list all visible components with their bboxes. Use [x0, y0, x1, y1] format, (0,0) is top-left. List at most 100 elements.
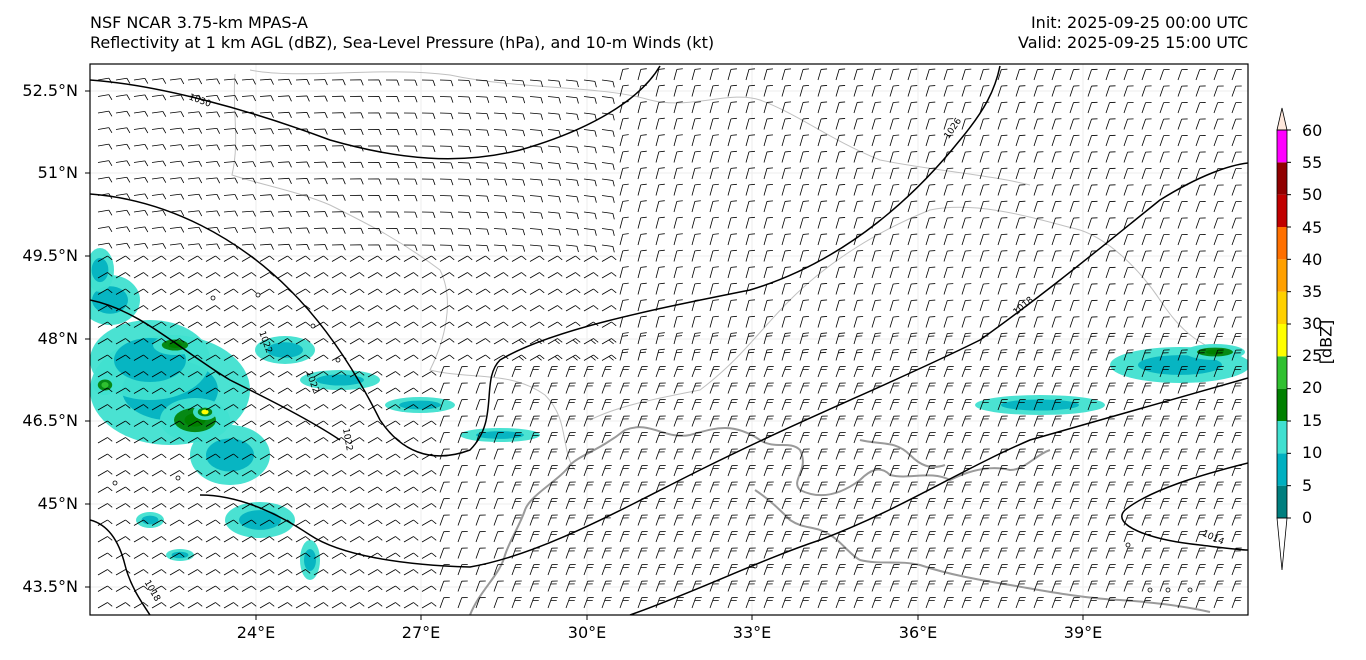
wind-barb	[673, 432, 684, 444]
wind-barb	[439, 162, 454, 169]
barb-staff	[547, 129, 559, 132]
barb-staff	[1123, 300, 1128, 312]
wind-barb	[295, 145, 310, 152]
barb-feather	[125, 255, 131, 261]
barb-feather	[839, 349, 846, 351]
barb-staff	[817, 135, 822, 147]
wind-barb	[799, 366, 810, 378]
wind-barb	[637, 448, 648, 460]
barb-feather	[288, 178, 292, 184]
barb-staff	[97, 338, 108, 345]
wind-barb	[205, 453, 221, 460]
barb-staff	[133, 209, 145, 213]
barb-feather	[233, 272, 239, 277]
wind-barb	[421, 387, 437, 394]
wind-barb	[1159, 448, 1170, 460]
barb-staff	[169, 437, 180, 444]
barb-feather	[450, 129, 454, 136]
wind-barb	[277, 255, 293, 262]
wind-barb	[979, 167, 990, 180]
barb-feather	[521, 338, 527, 343]
wind-barb	[565, 321, 581, 328]
wind-barb	[979, 266, 990, 279]
wind-barb	[637, 348, 647, 361]
wind-barb	[1123, 151, 1134, 163]
barb-staff	[925, 102, 930, 114]
wind-barb	[259, 227, 274, 234]
barb-staff	[457, 112, 470, 114]
wind-barb	[889, 432, 900, 444]
barb-feather	[468, 212, 472, 219]
barb-feather	[414, 179, 418, 185]
barb-staff	[763, 102, 768, 114]
barb-staff	[475, 195, 488, 197]
barb-staff	[529, 178, 541, 181]
barb-feather	[324, 161, 328, 168]
barb-staff	[475, 338, 486, 345]
barb-staff	[403, 288, 414, 295]
barb-staff	[853, 383, 859, 394]
wind-barb	[1123, 68, 1134, 81]
barb-staff	[817, 184, 822, 196]
barb-feather	[622, 183, 629, 186]
barb-feather	[125, 420, 131, 426]
barb-feather	[342, 211, 346, 218]
barb-staff	[1231, 399, 1237, 411]
barb-staff	[511, 272, 522, 279]
barb-feather	[305, 387, 311, 393]
barb-staff	[1177, 151, 1183, 163]
barb-staff	[1105, 283, 1110, 295]
barb-feather	[161, 354, 167, 360]
barb-feather	[575, 305, 581, 310]
barb-staff	[1195, 152, 1201, 163]
barb-staff	[961, 333, 966, 345]
wind-barb	[565, 366, 576, 378]
barb-staff	[997, 135, 1002, 147]
barb-staff	[331, 288, 342, 295]
wind-barb	[817, 151, 828, 163]
barb-staff	[655, 283, 660, 295]
wind-barb	[205, 437, 221, 444]
wind-barb	[169, 144, 185, 151]
barb-staff	[1015, 201, 1020, 213]
wind-barb	[295, 227, 310, 234]
wind-barb	[421, 404, 437, 411]
barb-feather	[748, 351, 755, 354]
barb-staff	[259, 161, 272, 163]
barb-staff	[979, 349, 984, 361]
wind-barb	[979, 217, 990, 229]
barb-feather	[784, 216, 792, 219]
barb-feather	[676, 84, 683, 87]
barb-staff	[241, 255, 252, 262]
wind-barb	[277, 305, 293, 312]
barb-staff	[349, 288, 360, 295]
barb-staff	[781, 449, 787, 460]
barb-staff	[655, 399, 661, 411]
wind-barb	[529, 415, 540, 427]
barb-feather	[766, 117, 774, 120]
barb-staff	[601, 416, 607, 427]
wind-barb	[1177, 333, 1188, 345]
wind-barb	[601, 96, 615, 104]
barb-feather	[622, 332, 629, 334]
wind-barb	[169, 420, 185, 427]
barb-feather	[658, 351, 665, 354]
wind-barb	[565, 112, 579, 121]
wind-barb	[331, 453, 347, 460]
barb-feather	[396, 162, 400, 169]
wind-barb	[547, 354, 563, 361]
barb-feather	[676, 249, 683, 252]
barb-staff	[943, 201, 948, 213]
wind-barb	[133, 226, 149, 233]
barb-feather	[197, 255, 203, 261]
wind-barb	[403, 387, 419, 394]
barb-staff	[457, 195, 470, 197]
barb-staff	[493, 338, 504, 345]
barb-staff	[637, 201, 642, 213]
wind-barb	[457, 112, 472, 120]
barb-staff	[997, 151, 1002, 163]
barb-feather	[143, 371, 149, 376]
barb-staff	[1015, 366, 1021, 378]
wind-barb	[853, 68, 864, 81]
barb-staff	[601, 96, 613, 99]
